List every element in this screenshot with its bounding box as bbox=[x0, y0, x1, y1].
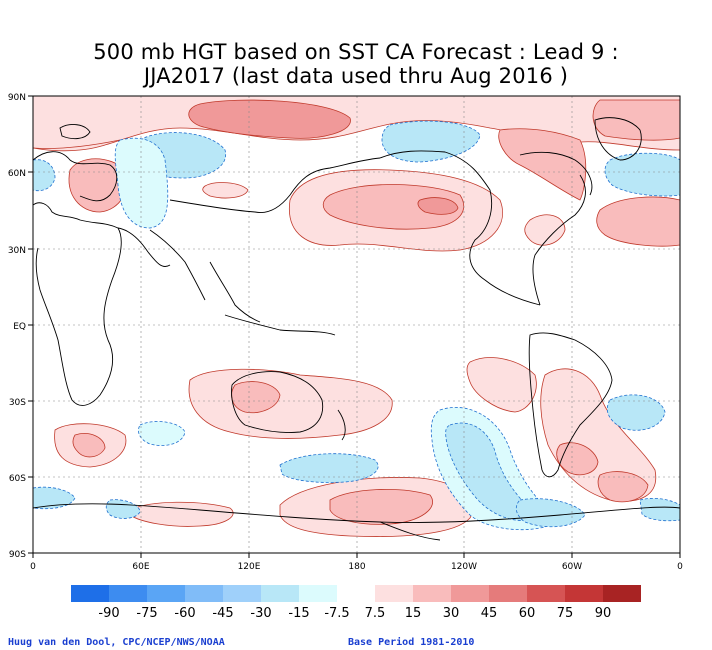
lat-label-30s: 30S bbox=[9, 398, 26, 408]
colorbar-box-7 bbox=[337, 585, 375, 602]
lon-label-120e: 120E bbox=[238, 562, 261, 572]
colorbar-label-10: 45 bbox=[481, 606, 498, 621]
colorbar-box-5 bbox=[261, 585, 299, 602]
lon-label-60w: 60W bbox=[562, 562, 582, 572]
chart-title-line2: JJA2017 (last data used thru Aug 2016 ) bbox=[143, 64, 569, 88]
colorbar bbox=[71, 585, 641, 602]
lon-gridlines bbox=[140, 96, 573, 553]
colorbar-box-8 bbox=[375, 585, 413, 602]
colorbar-label-13: 90 bbox=[595, 606, 612, 621]
anomaly-field bbox=[33, 96, 680, 553]
lon-label-60e: 60E bbox=[132, 562, 149, 572]
colorbar-label-12: 75 bbox=[557, 606, 574, 621]
colorbar-box-2 bbox=[147, 585, 185, 602]
colorbar-label-8: 15 bbox=[405, 606, 422, 621]
colorbar-label-2: -60 bbox=[174, 606, 195, 621]
lat-label-60s: 60S bbox=[9, 474, 26, 484]
axis-ticks bbox=[28, 95, 681, 558]
colorbar-box-6 bbox=[299, 585, 337, 602]
lon-label-0-right: 0 bbox=[677, 562, 683, 572]
colorbar-box-1 bbox=[109, 585, 147, 602]
colorbar-box-13 bbox=[565, 585, 603, 602]
credit-text: Huug van den Dool, CPC/NCEP/NWS/NOAA bbox=[8, 637, 225, 648]
colorbar-box-9 bbox=[413, 585, 451, 602]
colorbar-label-5: -15 bbox=[288, 606, 309, 621]
lat-label-eq: EQ bbox=[13, 322, 26, 332]
colorbar-label-3: -45 bbox=[212, 606, 233, 621]
lon-label-120w: 120W bbox=[451, 562, 477, 572]
lat-label-90s: 90S bbox=[9, 550, 26, 560]
colorbar-box-10 bbox=[451, 585, 489, 602]
lon-label-0-left: 0 bbox=[30, 562, 36, 572]
colorbar-label-4: -30 bbox=[250, 606, 271, 621]
coastlines bbox=[33, 117, 680, 541]
lat-label-60n: 60N bbox=[8, 169, 26, 179]
colorbar-box-0 bbox=[71, 585, 109, 602]
lon-label-180: 180 bbox=[348, 562, 365, 572]
anomaly-region-arctic-core bbox=[188, 99, 351, 139]
colorbar-label-0: -90 bbox=[98, 606, 119, 621]
colorbar-box-12 bbox=[527, 585, 565, 602]
colorbar-label-1: -75 bbox=[136, 606, 157, 621]
colorbar-box-4 bbox=[223, 585, 261, 602]
lat-label-30n: 30N bbox=[8, 246, 26, 256]
colorbar-label-9: 30 bbox=[443, 606, 460, 621]
colorbar-box-11 bbox=[489, 585, 527, 602]
colorbar-label-6: -7.5 bbox=[324, 606, 349, 621]
lat-label-90n: 90N bbox=[8, 93, 26, 103]
colorbar-labels: -90 -75 -60 -45 -30 -15 -7.5 7.5 15 30 45 60 75 90 bbox=[98, 606, 611, 621]
colorbar-box-3 bbox=[185, 585, 223, 602]
chart-title-line1: 500 mb HGT based on SST CA Forecast : Le… bbox=[93, 40, 619, 64]
base-period-text: Base Period 1981-2010 bbox=[348, 637, 475, 648]
colorbar-label-11: 60 bbox=[519, 606, 536, 621]
colorbar-box-14 bbox=[603, 585, 641, 602]
colorbar-label-7: 7.5 bbox=[365, 606, 386, 621]
